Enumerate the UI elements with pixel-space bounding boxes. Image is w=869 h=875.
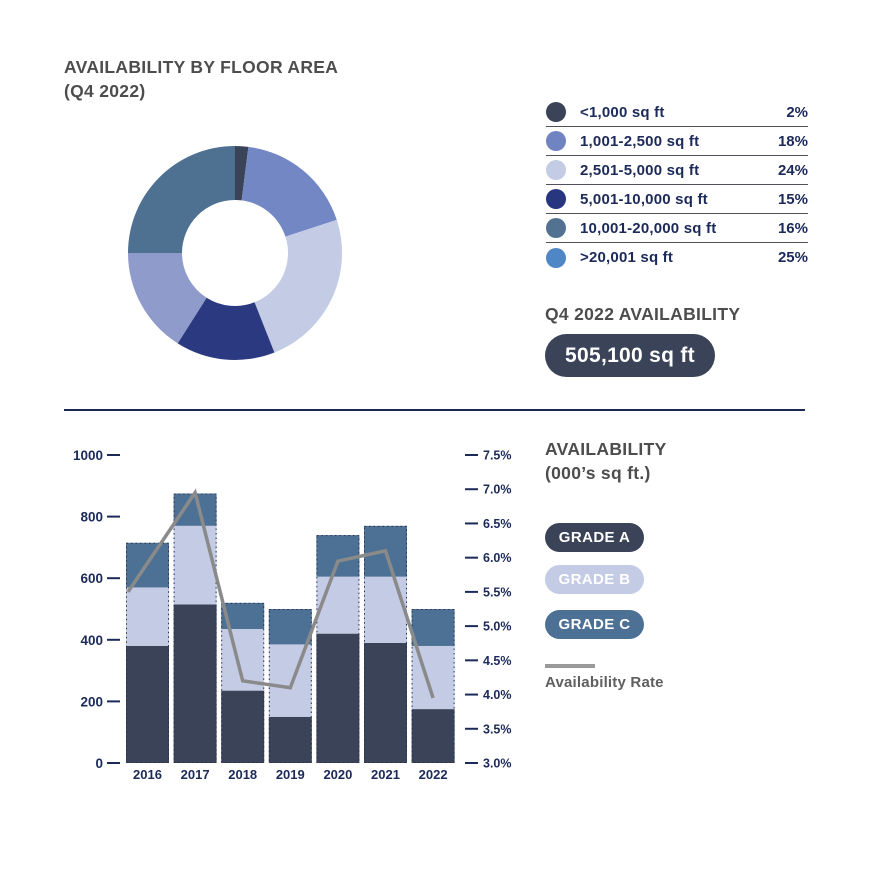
- right-axis-tick-label: 6.5%: [483, 517, 512, 531]
- availability-rate-line: [126, 488, 435, 699]
- left-axis-tick-label: 200: [80, 694, 103, 709]
- bar-outline: [268, 609, 312, 763]
- donut-segment-2: [241, 146, 337, 237]
- availability-total-value: 505,100 sq ft: [565, 343, 695, 367]
- legend-row-under-1000: <1,000 sq ft 2%: [546, 98, 808, 127]
- bar-outline: [411, 609, 455, 763]
- availability-rate-label: Availability Rate: [545, 674, 664, 691]
- x-axis-year-label: 2022: [419, 767, 448, 782]
- donut-segment-6: [128, 146, 235, 253]
- legend-row-10001-20000: 10,001-20,000 sq ft 16%: [546, 214, 808, 243]
- left-axis-tick-label: 1000: [73, 448, 103, 463]
- legend-swatch-icon: [546, 218, 566, 238]
- right-axis-tick-label: 5.5%: [483, 585, 512, 599]
- right-axis-tick-label: 4.0%: [483, 688, 512, 702]
- left-axis-tick-label: 800: [80, 510, 103, 525]
- bar-segment-grade-a-2016: [126, 645, 169, 763]
- x-axis-year-label: 2020: [323, 767, 352, 782]
- bar-segment-grade-b-2016: [126, 587, 169, 646]
- legend-row-1001-2500: 1,001-2,500 sq ft 18%: [546, 127, 808, 156]
- legend-percent: 24%: [777, 161, 808, 179]
- availability-rate-line-swatch: [545, 664, 595, 668]
- legend-percent: 18%: [777, 132, 808, 150]
- legend-label: 1,001-2,500 sq ft: [580, 132, 700, 150]
- right-axis-tick-label: 5.0%: [483, 620, 512, 634]
- grade-b-label: GRADE B: [558, 571, 631, 588]
- legend-percent: 2%: [786, 103, 808, 121]
- donut-segment-5: [128, 253, 207, 344]
- bar-outline: [316, 535, 360, 763]
- legend-percent: 16%: [777, 219, 808, 237]
- legend-row-over-20001: >20,001 sq ft 25%: [546, 243, 808, 272]
- legend-swatch-icon: [546, 102, 566, 122]
- left-axis-tick-label: 600: [80, 571, 103, 586]
- availability-trend-chart: 1000 800 600 400 200 0 7.5% 7.0% 6.5% 6.0% 5.5% 5.0…: [73, 448, 512, 782]
- x-axis-year-label: 2017: [181, 767, 210, 782]
- legend-label: <1,000 sq ft: [580, 103, 665, 121]
- bar-segment-grade-a-2018: [221, 690, 265, 763]
- legend-swatch-icon: [546, 160, 566, 180]
- grade-a-legend-pill: GRADE A: [545, 523, 644, 552]
- grade-a-label: GRADE A: [558, 529, 631, 546]
- bar-segment-grade-c-2019: [268, 609, 312, 645]
- bar-segment-grade-a-2021: [364, 642, 407, 763]
- floor-area-title-line1: AVAILABILITY BY FLOOR AREA: [64, 57, 339, 77]
- donut-segment-3: [254, 219, 342, 353]
- trend-title-line2: (000’s sq ft.): [545, 463, 651, 483]
- floor-area-section-title: AVAILABILITY BY FLOOR AREA (Q4 2022): [64, 55, 338, 103]
- floor-area-title-line2: (Q4 2022): [64, 81, 146, 101]
- legend-row-2501-5000: 2,501-5,000 sq ft 24%: [546, 156, 808, 185]
- bar-segment-grade-b-2017: [173, 525, 217, 605]
- bar-segment-grade-c-2020: [316, 535, 360, 577]
- legend-swatch-icon: [546, 189, 566, 209]
- bar-segment-grade-b-2020: [316, 576, 360, 634]
- x-axis-year-label: 2016: [133, 767, 162, 782]
- bar-segment-grade-b-2021: [364, 576, 407, 643]
- legend-row-5001-10000: 5,001-10,000 sq ft 15%: [546, 185, 808, 214]
- legend-percent: 25%: [777, 249, 808, 266]
- legend-swatch-icon: [546, 247, 566, 268]
- bar-segment-grade-a-2022: [411, 709, 455, 763]
- legend-percent: 15%: [777, 190, 808, 208]
- right-axis-tick-label: 7.0%: [483, 483, 512, 497]
- bar-outline: [173, 493, 217, 763]
- trend-section-title: AVAILABILITY (000’s sq ft.): [545, 437, 667, 485]
- q4-availability-heading: Q4 2022 AVAILABILITY: [545, 304, 741, 324]
- x-axis-year-label: 2018: [228, 767, 257, 782]
- legend-label: >20,001 sq ft: [580, 249, 674, 266]
- bar-segment-grade-a-2019: [268, 716, 312, 763]
- grade-b-legend-pill: GRADE B: [545, 565, 644, 594]
- floor-area-donut-chart: [128, 146, 342, 360]
- bar-segment-grade-a-2017: [173, 604, 217, 763]
- donut-segment-1: [235, 146, 249, 201]
- legend-label: 2,501-5,000 sq ft: [580, 161, 700, 179]
- right-axis-tick-label: 3.5%: [483, 722, 512, 736]
- grade-c-label: GRADE C: [558, 616, 631, 633]
- availability-total-badge: 505,100 sq ft: [545, 334, 715, 377]
- legend-swatch-icon: [546, 131, 566, 151]
- bar-segment-grade-a-2020: [316, 633, 360, 763]
- legend-label: 10,001-20,000 sq ft: [580, 219, 717, 237]
- legend-label: 5,001-10,000 sq ft: [580, 190, 708, 208]
- bar-segment-grade-b-2019: [268, 644, 312, 717]
- floor-area-legend: <1,000 sq ft 2% 1,001-2,500 sq ft 18% 2,…: [546, 98, 808, 272]
- trend-title-line1: AVAILABILITY: [545, 439, 667, 459]
- right-axis-tick-label: 7.5%: [483, 449, 512, 463]
- x-axis-year-label: 2019: [276, 767, 305, 782]
- bar-segment-grade-c-2022: [411, 609, 455, 646]
- left-axis-tick-label: 0: [95, 756, 103, 771]
- right-axis-tick-label: 6.0%: [483, 551, 512, 565]
- section-divider: [64, 409, 805, 411]
- x-axis-year-label: 2021: [371, 767, 400, 782]
- right-axis-tick-label: 4.5%: [483, 654, 512, 668]
- donut-segment-4: [177, 297, 275, 360]
- grade-c-legend-pill: GRADE C: [545, 610, 644, 639]
- left-axis-tick-label: 400: [80, 633, 103, 648]
- right-axis-tick-label: 3.0%: [483, 757, 512, 771]
